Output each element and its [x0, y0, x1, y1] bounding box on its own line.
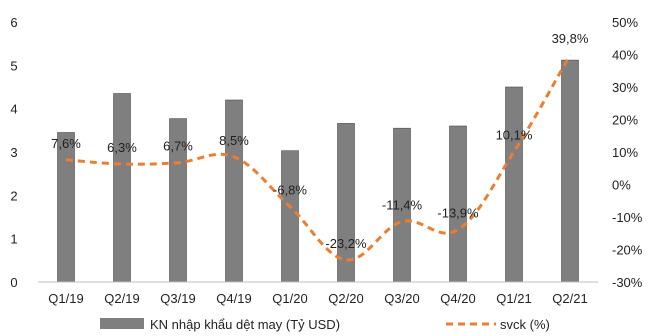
line-data-label: 6,7%: [163, 139, 193, 154]
legend: KN nhập khẩu dệt may (Tỷ USD) svck (%): [100, 317, 550, 332]
line-data-label: 6,3%: [107, 140, 137, 155]
x-tick-label: Q3/20: [384, 291, 419, 306]
line-svck-path: [65, 54, 572, 262]
x-tick-label: Q2/19: [104, 291, 139, 306]
line-data-label: 7,6%: [51, 136, 81, 151]
y-right-tick-label: 20%: [612, 113, 638, 128]
legend-bar-swatch: [100, 318, 144, 329]
line-data-label: -23,2%: [325, 236, 367, 251]
y-right-tick-label: -20%: [612, 243, 643, 258]
line-data-label: -13,9%: [437, 206, 479, 221]
y-left-tick-label: 5: [10, 58, 17, 73]
bar-series: [57, 59, 579, 283]
legend-line-label: svck (%): [500, 317, 550, 332]
x-tick-label: Q3/19: [160, 291, 195, 306]
y-left-tick-label: 3: [10, 145, 17, 160]
x-tick-label: Q2/20: [328, 291, 363, 306]
y-right-tick-label: -10%: [612, 210, 643, 225]
y-left-tick-label: 2: [10, 188, 17, 203]
y-left-tick-label: 0: [10, 275, 17, 290]
bar-Q4-20: [449, 125, 467, 283]
y-right-tick-label: -30%: [612, 275, 643, 290]
x-axis: Q1/19 Q2/19 Q3/19 Q4/19 Q1/20 Q2/20 Q3/20 Q4/20…: [38, 281, 598, 306]
bar-Q1-21: [505, 86, 523, 283]
x-tick-label: Q4/20: [440, 291, 475, 306]
line-data-label: 10,1%: [496, 128, 533, 143]
bar-Q1-20: [281, 150, 299, 283]
line-data-label: -6,8%: [273, 183, 307, 198]
bar-Q4-19: [225, 99, 243, 283]
y-right-tick-label: 30%: [612, 80, 638, 95]
line-data-label: 39,8%: [552, 31, 589, 46]
bar-Q2-21: [561, 59, 579, 283]
x-tick-label: Q2/21: [552, 291, 587, 306]
y-right-tick-label: 10%: [612, 145, 638, 160]
bar-Q1-19: [57, 132, 75, 283]
y-axis-right: -30% -20% -10% 0% 10% 20% 30% 40% 50%: [612, 15, 643, 290]
line-data-labels: 7,6% 6,3% 6,7% 8,5% -6,8% -23,2% -11,4% -13,9% 1…: [51, 31, 589, 251]
line-data-label: 8,5%: [219, 133, 249, 148]
y-axis-left: 0 1 2 3 4 5 6: [10, 15, 17, 290]
y-left-tick-label: 1: [10, 232, 17, 247]
x-tick-label: Q1/19: [48, 291, 83, 306]
y-right-tick-label: 0%: [612, 178, 631, 193]
bar-Q2-19: [113, 93, 131, 283]
y-left-tick-label: 6: [10, 15, 17, 30]
line-data-label: -11,4%: [382, 198, 423, 213]
line-series: [65, 54, 572, 262]
y-right-tick-label: 40%: [612, 48, 638, 63]
legend-bar-label: KN nhập khẩu dệt may (Tỷ USD): [150, 317, 340, 332]
x-tick-label: Q1/20: [272, 291, 307, 306]
x-tick-label: Q4/19: [216, 291, 251, 306]
y-right-tick-label: 50%: [612, 15, 638, 30]
x-tick-label: Q1/21: [496, 291, 531, 306]
y-left-tick-label: 4: [10, 102, 17, 117]
